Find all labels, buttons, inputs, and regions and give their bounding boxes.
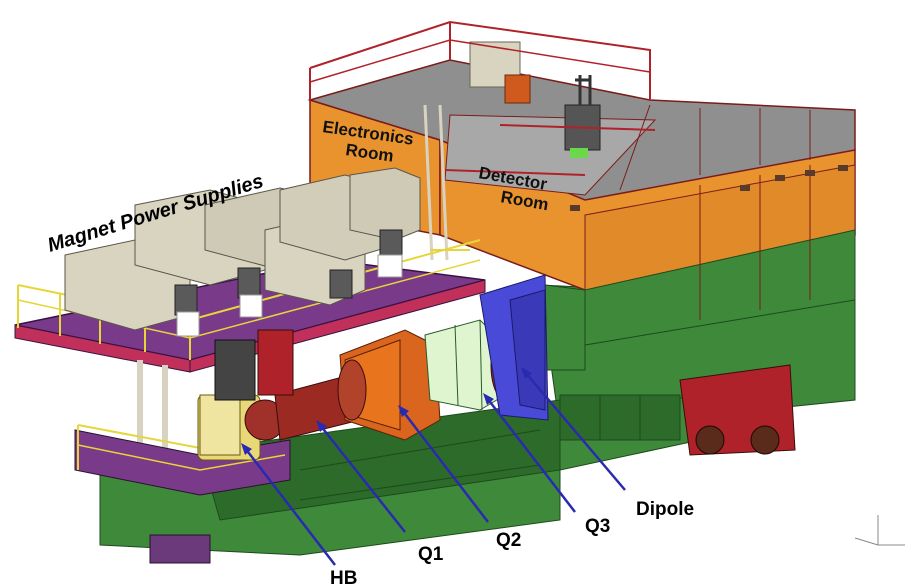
hb-label: HB	[330, 568, 357, 587]
green-base	[99, 284, 856, 564]
dipole-label: Dipole	[636, 499, 694, 520]
detector-house	[307, 20, 856, 371]
hb-arrow	[244, 447, 336, 566]
q1-arrow	[319, 424, 406, 533]
q3-label: Q3	[585, 516, 610, 537]
q1-label: Q1	[418, 544, 444, 565]
pointer-arrows	[241, 367, 626, 566]
q2-arrow	[401, 409, 489, 523]
q3-arrow	[486, 397, 576, 513]
beamline-magnets	[74, 274, 796, 496]
q2-label: Q2	[496, 530, 521, 551]
power-supply-platform	[14, 167, 486, 455]
dipole-arrow	[524, 371, 626, 491]
axis-triad-icon	[854, 515, 905, 546]
